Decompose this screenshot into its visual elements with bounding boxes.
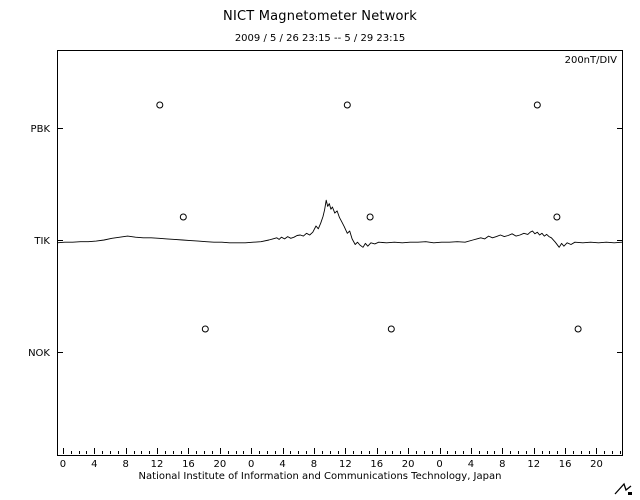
station-label-TIK: TIK — [33, 236, 50, 247]
page-title: NICT Magnetometer Network — [223, 9, 417, 24]
plot-frame — [57, 50, 623, 456]
noon-marker-TIK — [179, 213, 187, 221]
x-tick-label: 0 — [436, 459, 442, 470]
x-tick-label: 8 — [311, 459, 317, 470]
noon-marker-TIK — [366, 213, 374, 221]
noon-marker-NOK — [574, 325, 582, 333]
x-tick-label: 0 — [60, 459, 66, 470]
scale-label: 200nT/DIV — [565, 55, 618, 66]
x-tick-label: 20 — [590, 459, 603, 470]
x-axis-ticks: 0 4 8 12 16 20 0 4 8 12 16 20 0 4 8 12 16 20 — [60, 448, 621, 470]
x-tick-label: 16 — [370, 459, 383, 470]
x-tick-label: 12 — [527, 459, 540, 470]
noon-marker-PBK — [533, 101, 541, 109]
noon-marker-PBK — [343, 101, 351, 109]
x-tick-label: 4 — [468, 459, 474, 470]
x-tick-label: 8 — [499, 459, 505, 470]
x-tick-label: 16 — [559, 459, 572, 470]
x-tick-label: 20 — [213, 459, 226, 470]
x-tick-label: 4 — [91, 459, 97, 470]
x-tick-label: 12 — [339, 459, 352, 470]
noon-marker-NOK — [387, 325, 395, 333]
station-label-NOK: NOK — [28, 348, 50, 359]
footer-credit: National Institute of Information and Co… — [138, 471, 502, 482]
tik-trace — [56, 199, 623, 248]
noon-marker-NOK — [201, 325, 209, 333]
x-tick-label: 12 — [151, 459, 164, 470]
x-tick-label: 16 — [182, 459, 195, 470]
noon-marker-TIK — [553, 213, 561, 221]
corner-glyph — [614, 482, 632, 495]
x-tick-label: 0 — [248, 459, 254, 470]
station-label-PBK: PBK — [31, 124, 51, 135]
x-tick-label: 4 — [279, 459, 285, 470]
date-range-label: 2009 / 5 / 26 23:15 -- 5 / 29 23:15 — [234, 33, 406, 44]
x-tick-label: 20 — [402, 459, 415, 470]
noon-marker-PBK — [156, 101, 164, 109]
x-tick-label: 8 — [122, 459, 128, 470]
